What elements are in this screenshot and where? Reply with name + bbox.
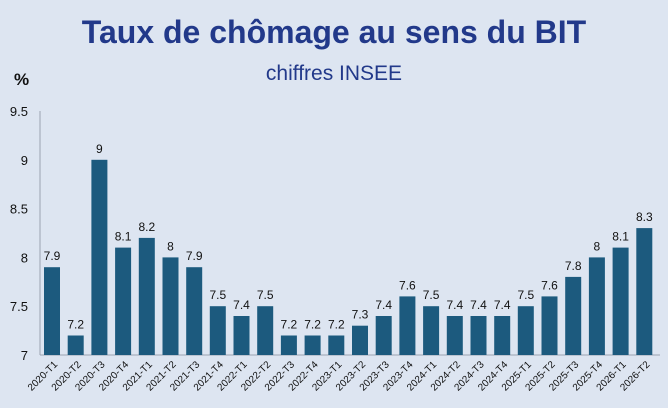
- bar: [67, 335, 84, 355]
- bar: [588, 257, 605, 355]
- bar-value-label: 8.1: [115, 230, 132, 244]
- bar: [423, 306, 440, 355]
- bar: [138, 237, 155, 355]
- bar: [304, 335, 321, 355]
- y-axis-unit: %: [14, 70, 30, 89]
- bar-value-label: 7.6: [541, 278, 558, 292]
- bar: [399, 296, 416, 355]
- bar: [565, 276, 582, 355]
- chart-subtitle: chiffres INSEE: [265, 62, 403, 85]
- bar: [280, 335, 297, 355]
- bar: [446, 316, 463, 355]
- bar-value-label: 9: [96, 142, 103, 156]
- bar: [233, 316, 250, 355]
- y-tick-label: 8: [21, 250, 28, 265]
- y-tick-label: 9.5: [10, 104, 28, 119]
- bar: [470, 316, 487, 355]
- bar-value-label: 7.2: [281, 318, 298, 332]
- bar-value-label: 7.5: [209, 288, 226, 302]
- bar: [44, 267, 60, 355]
- bar: [352, 325, 368, 355]
- bar-value-label: 8: [167, 239, 174, 253]
- bar: [115, 247, 132, 355]
- bar: [517, 306, 534, 355]
- chart-title: Taux de chômage au sens du BIT: [81, 14, 587, 50]
- bar: [328, 335, 345, 355]
- bar: [375, 316, 392, 355]
- bar: [209, 306, 226, 355]
- bar: [541, 296, 558, 355]
- bar: [612, 247, 629, 355]
- y-tick-label: 7.5: [10, 299, 28, 314]
- bar-value-label: 7.6: [399, 278, 416, 292]
- bar-value-label: 8.1: [612, 230, 629, 244]
- bar-value-label: 7.4: [446, 298, 463, 312]
- bar-value-label: 7.9: [44, 249, 61, 263]
- bar-value-label: 8.3: [636, 210, 653, 224]
- bar-value-label: 7.5: [423, 288, 440, 302]
- bar-value-label: 7.2: [328, 318, 345, 332]
- bar-value-label: 7.5: [257, 288, 274, 302]
- bar-value-label: 8.2: [138, 220, 155, 234]
- bar: [257, 306, 274, 355]
- y-tick-label: 7: [21, 348, 28, 363]
- bar-value-label: 7.2: [67, 318, 84, 332]
- bar-value-label: 7.4: [470, 298, 487, 312]
- bar: [162, 257, 179, 355]
- bar-value-label: 7.4: [494, 298, 511, 312]
- bar-value-label: 8: [594, 239, 601, 253]
- bar: [494, 316, 511, 355]
- bar-value-label: 7.9: [186, 249, 203, 263]
- bar-value-label: 7.2: [304, 318, 321, 332]
- bar-value-label: 7.3: [352, 308, 369, 322]
- bar-value-label: 7.4: [375, 298, 392, 312]
- y-tick-label: 9: [21, 153, 28, 168]
- bar: [186, 267, 203, 355]
- bar-value-label: 7.8: [565, 259, 582, 273]
- bar: [636, 228, 653, 355]
- bar-value-label: 7.5: [517, 288, 534, 302]
- bar-value-label: 7.4: [233, 298, 250, 312]
- bar: [91, 159, 108, 355]
- y-tick-label: 8.5: [10, 202, 28, 217]
